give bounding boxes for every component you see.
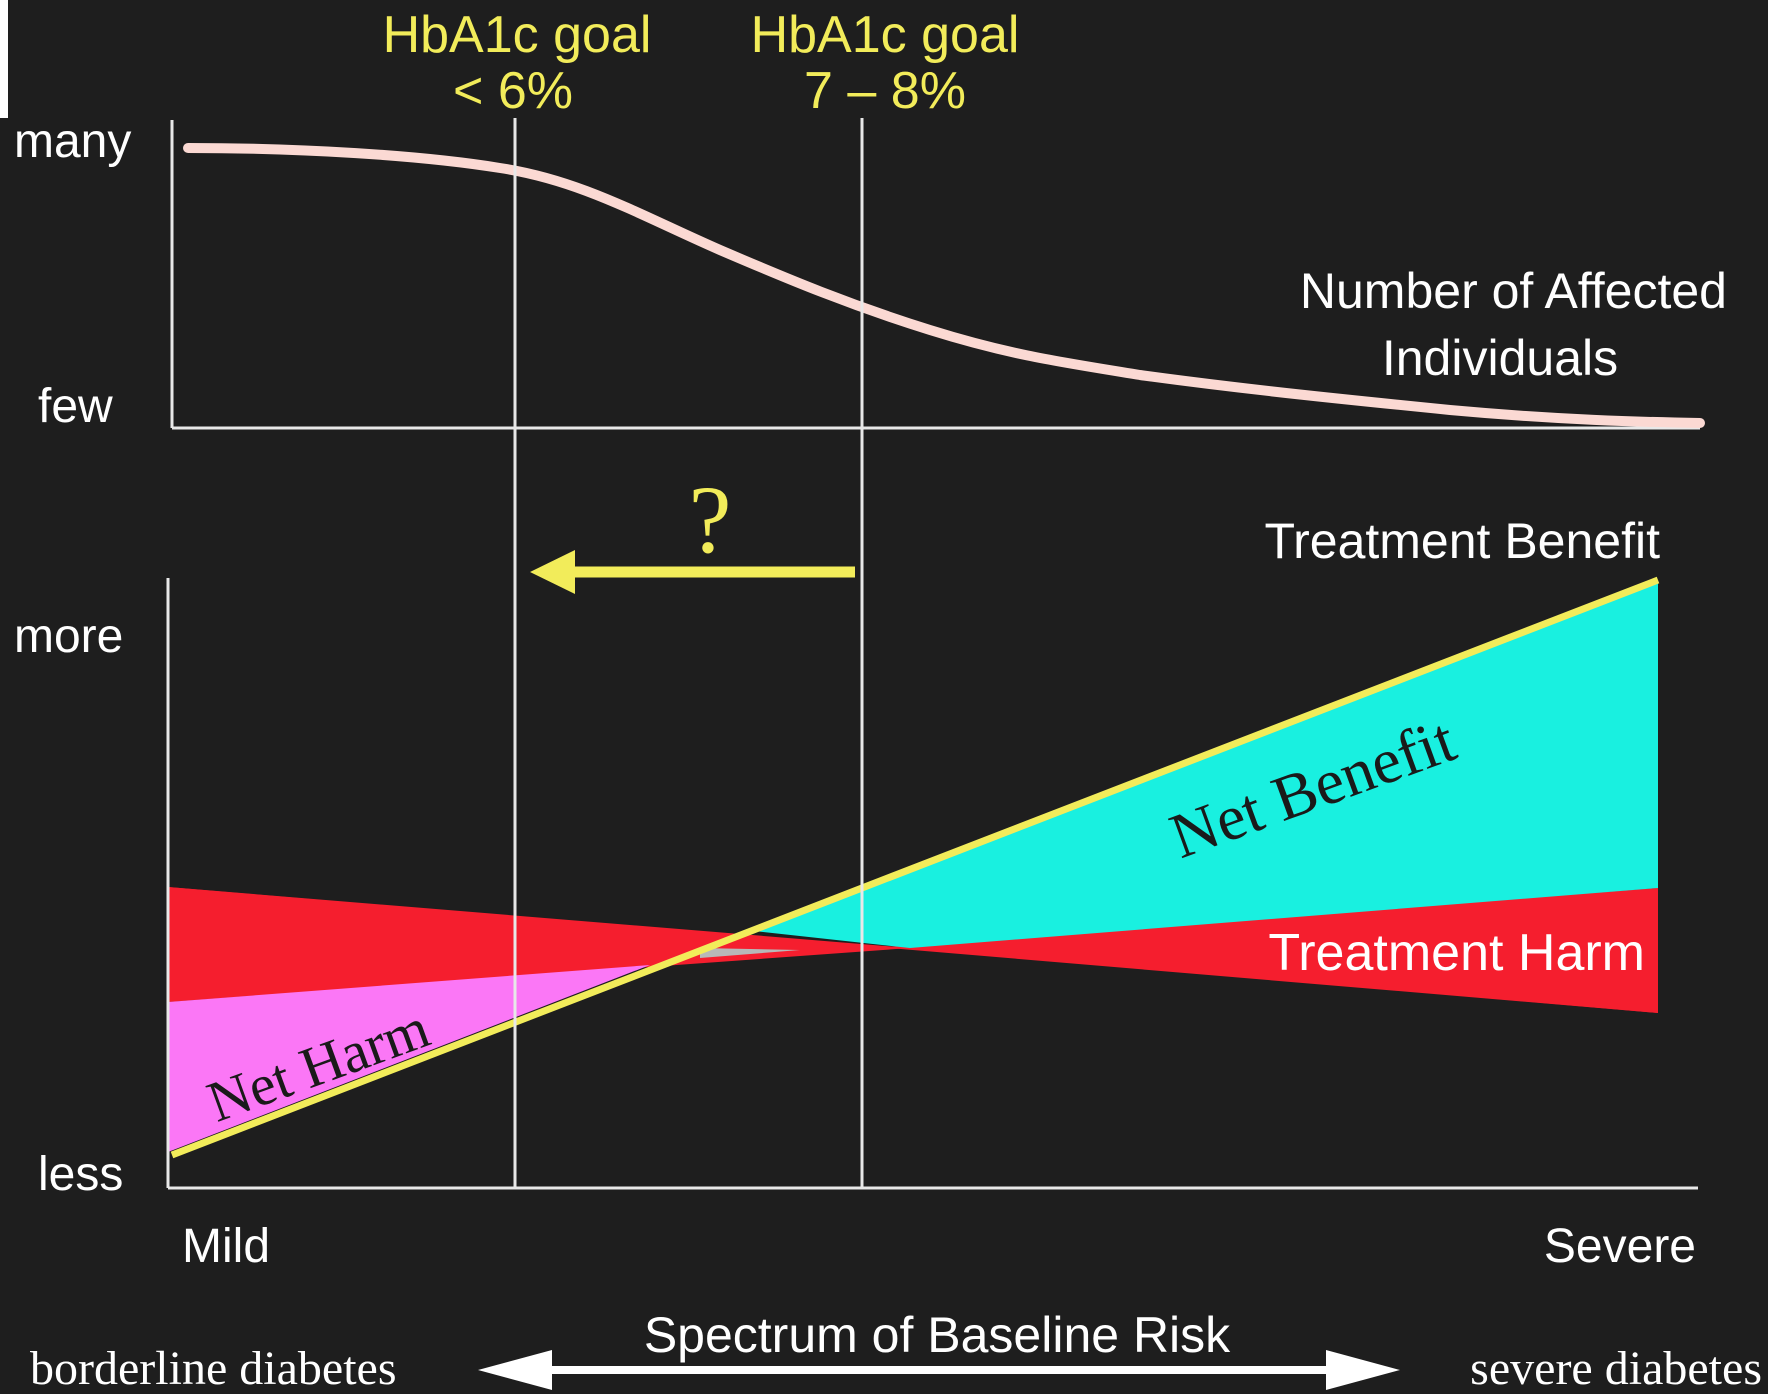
affected-individuals-curve [183,143,1705,428]
goal-a-value: < 6% [453,62,573,120]
x-axis-title: Spectrum of Baseline Risk [644,1307,1231,1363]
goal-shift-arrow: ? [530,466,855,594]
goal-markers: HbA1c goal < 6% HbA1c goal 7 – 8% [383,6,1020,1188]
spectrum-arrow-head-right [1326,1350,1400,1390]
treatment-harm-band-right [910,888,1658,1013]
treatment-harm-label: Treatment Harm [1268,924,1645,982]
treatment-harm-band-left [168,887,910,1002]
right-note: severe diabetes [1470,1342,1762,1394]
treatment-benefit-line [170,576,1660,1159]
curve-label-line2: Individuals [1382,330,1618,386]
question-mark: ? [689,466,732,573]
x-axis-labels: Mild Severe Spectrum of Baseline Risk bo… [30,1220,1762,1394]
top-y-label-many: many [14,115,131,168]
bottom-y-label-less: less [38,1148,123,1201]
top-y-label-few: few [38,380,113,433]
top-panel: many few Number of Affected Individuals [14,115,1727,433]
bottom-y-label-more: more [14,610,123,663]
goal-b-value: 7 – 8% [804,62,966,120]
goal-a-title: HbA1c goal [383,6,652,64]
x-label-severe: Severe [1544,1220,1696,1273]
goal-b-title: HbA1c goal [751,6,1020,64]
arrow-head-left [530,550,575,594]
treatment-benefit-label: Treatment Benefit [1264,513,1660,569]
bottom-panel: Net Benefit Net Harm Treatment Benefit T… [14,513,1698,1201]
x-label-mild: Mild [182,1220,270,1273]
crossing-sliver [700,948,800,958]
curve-label-line1: Number of Affected [1300,263,1727,319]
net-harm-region [168,965,650,1152]
spectrum-arrow-head-left [478,1350,552,1390]
corner-block [0,0,8,118]
left-note: borderline diabetes [30,1342,397,1394]
